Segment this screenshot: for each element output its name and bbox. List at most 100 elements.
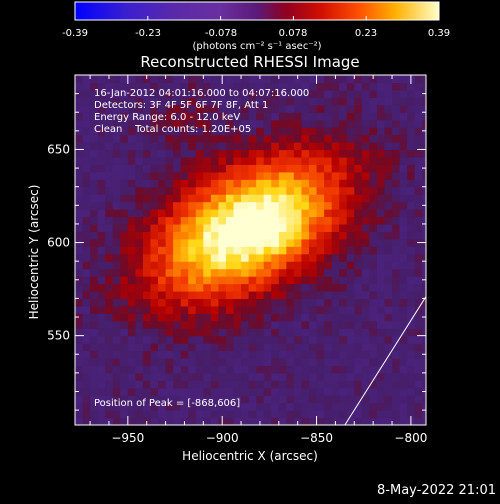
image-pixel: [293, 104, 303, 113]
image-pixel: [361, 238, 370, 247]
image-pixel: [210, 335, 220, 344]
image-pixel: [309, 313, 318, 322]
image-pixel: [407, 365, 416, 374]
image-pixel: [135, 283, 144, 292]
image-pixel: [188, 82, 197, 91]
image-pixel: [384, 253, 393, 262]
image-pixel: [414, 246, 423, 255]
image-pixel: [331, 350, 340, 359]
image-pixel: [105, 380, 114, 389]
image-pixel: [422, 283, 426, 292]
image-pixel: [286, 253, 295, 262]
image-pixel: [399, 134, 408, 143]
image-pixel: [309, 261, 318, 270]
image-pixel: [165, 82, 174, 91]
image-pixel: [112, 104, 121, 113]
image-pixel: [263, 238, 272, 247]
image-pixel: [278, 253, 287, 262]
image-pixel: [316, 246, 325, 255]
image-pixel: [339, 186, 348, 195]
image-pixel: [105, 209, 114, 218]
image-pixel: [173, 97, 182, 106]
image-pixel: [188, 357, 197, 367]
image-pixel: [75, 134, 84, 143]
image-pixel: [316, 75, 325, 84]
image-pixel: [173, 387, 182, 396]
image-pixel: [203, 328, 212, 337]
image-pixel: [105, 156, 114, 165]
image-pixel: [120, 231, 129, 240]
image-pixel: [278, 387, 287, 396]
image-pixel: [293, 156, 303, 165]
image-pixel: [112, 75, 121, 84]
image-pixel: [90, 335, 99, 344]
image-pixel: [301, 179, 310, 188]
image-pixel: [301, 268, 310, 277]
image-pixel: [150, 335, 159, 344]
image-pixel: [263, 75, 272, 84]
image-pixel: [271, 313, 280, 322]
image-pixel: [324, 410, 333, 419]
image-pixel: [263, 82, 272, 91]
image-pixel: [309, 298, 318, 307]
image-pixel: [376, 246, 386, 255]
image-pixel: [309, 290, 318, 300]
image-pixel: [127, 134, 136, 143]
image-pixel: [331, 261, 340, 270]
image-pixel: [158, 417, 167, 425]
image-pixel: [173, 231, 182, 240]
image-pixel: [414, 402, 423, 411]
image-pixel: [142, 380, 152, 389]
image-pixel: [241, 216, 250, 225]
image-pixel: [158, 261, 167, 270]
image-pixel: [225, 89, 235, 98]
image-pixel: [241, 238, 250, 247]
image-pixel: [384, 223, 393, 232]
image-pixel: [407, 268, 416, 277]
image-pixel: [293, 179, 303, 188]
image-pixel: [218, 156, 227, 165]
image-pixel: [399, 402, 408, 411]
image-pixel: [165, 402, 174, 411]
image-pixel: [316, 127, 325, 136]
image-pixel: [286, 261, 295, 270]
image-pixel: [90, 89, 99, 98]
image-pixel: [218, 223, 227, 232]
image-pixel: [414, 119, 423, 128]
image-pixel: [127, 335, 136, 344]
image-pixel: [301, 104, 310, 113]
image-pixel: [316, 365, 325, 374]
image-pixel: [301, 134, 310, 143]
image-pixel: [324, 186, 333, 195]
image-pixel: [180, 410, 189, 419]
image-pixel: [173, 216, 182, 225]
image-pixel: [112, 231, 121, 240]
image-pixel: [127, 283, 136, 292]
image-pixel: [407, 253, 416, 262]
image-pixel: [241, 395, 250, 404]
image-pixel: [392, 194, 401, 203]
image-pixel: [422, 410, 426, 419]
image-pixel: [316, 89, 325, 98]
image-pixel: [173, 149, 182, 158]
image-pixel: [90, 268, 99, 277]
image-pixel: [293, 402, 303, 411]
image-pixel: [376, 395, 386, 404]
image-pixel: [142, 261, 152, 270]
image-pixel: [384, 387, 393, 396]
image-pixel: [142, 89, 152, 98]
image-pixel: [399, 320, 408, 329]
image-pixel: [97, 253, 106, 262]
image-pixel: [135, 350, 144, 359]
image-pixel: [195, 231, 204, 240]
image-pixel: [301, 209, 310, 218]
image-pixel: [309, 365, 318, 374]
image-pixel: [301, 246, 310, 255]
image-pixel: [120, 276, 129, 285]
image-pixel: [278, 246, 287, 255]
image-pixel: [142, 127, 152, 136]
image-pixel: [256, 380, 265, 389]
image-pixel: [399, 238, 408, 247]
image-pixel: [361, 134, 370, 143]
